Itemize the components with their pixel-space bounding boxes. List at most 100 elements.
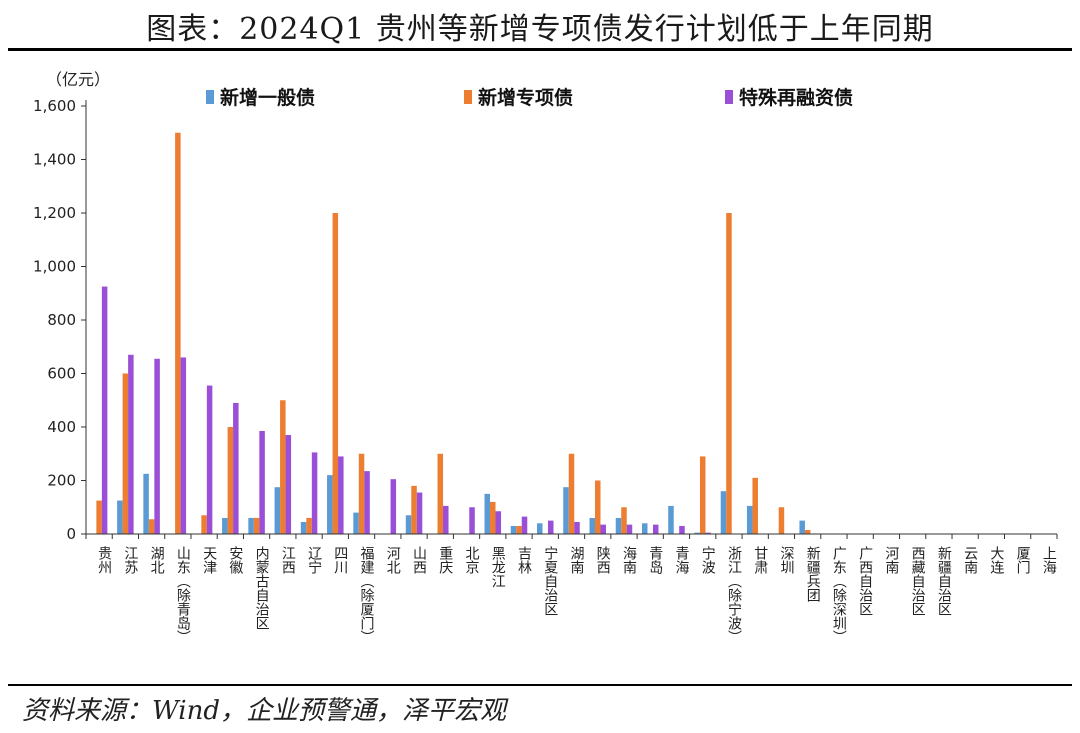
bar-3-2	[128, 354, 134, 534]
legend-swatch	[725, 90, 733, 104]
bar-3-8	[285, 435, 292, 534]
bar-1-13	[405, 515, 412, 534]
bar-2-7	[253, 517, 260, 534]
bar-1-22	[641, 523, 648, 534]
footer-divider	[8, 684, 1072, 686]
bar-3-18	[548, 520, 554, 534]
category-label: 湖北	[149, 546, 165, 575]
category-label: 青岛	[647, 546, 663, 574]
legend-label: 新增专项债	[478, 86, 573, 109]
bar-2-3	[148, 519, 155, 534]
bar-3-5	[206, 385, 213, 534]
bar-1-18	[537, 523, 543, 534]
category-label: 青海	[673, 546, 689, 574]
bar-3-23	[679, 525, 685, 534]
bar-2-8	[280, 400, 286, 534]
category-label: 新疆兵团	[805, 546, 821, 602]
bar-2-28	[804, 529, 811, 534]
category-label: 山东（除青岛）	[175, 546, 191, 644]
category-label: 江苏	[122, 546, 138, 575]
bar-1-23	[668, 505, 674, 534]
bar-chart: 0 200 400 600 800 1,000 1,200 1,400 1,600 贵州 江苏 湖北…	[33, 70, 1058, 644]
category-label: 广东（除深圳）	[831, 546, 847, 644]
bar-2-2	[122, 373, 129, 534]
category-label: 江西	[280, 546, 296, 574]
bar-1-10	[327, 475, 333, 534]
category-label: 广西自治区	[857, 546, 873, 616]
category-label: 云南	[962, 546, 978, 574]
bar-1-3	[143, 473, 149, 534]
category-label: 新疆自治区	[936, 546, 952, 616]
bar-2-9	[306, 517, 312, 534]
legend-swatch	[464, 90, 472, 104]
bar-3-17	[521, 516, 528, 534]
category-label: 贵州	[96, 546, 112, 574]
bar-1-7	[248, 517, 254, 534]
category-label: 重庆	[437, 546, 453, 574]
bar-3-22	[652, 524, 659, 534]
y-axis-ticks: 0 200 400 600 800 1,000 1,200 1,400 1,600	[33, 97, 86, 543]
bar-1-21	[615, 517, 622, 534]
category-label: 海南	[621, 546, 637, 574]
bar-2-16	[490, 501, 496, 534]
bar-1-28	[799, 520, 805, 534]
bar-2-11	[358, 453, 365, 534]
bar-1-8	[274, 487, 281, 534]
bar-2-25	[726, 213, 732, 534]
bar-2-21	[621, 507, 627, 534]
y-tick-label: 0	[66, 525, 76, 543]
category-label: 宁夏自治区	[542, 545, 558, 616]
bar-1-20	[589, 517, 595, 534]
category-label: 北京	[464, 546, 480, 574]
category-label: 辽宁	[306, 546, 322, 574]
category-label: 浙江（除宁波）	[726, 546, 742, 644]
chart-title: 图表：2024Q1 贵州等新增专项债发行计划低于上年同期	[146, 12, 934, 47]
y-tick-label: 1,600	[33, 97, 76, 115]
source-note: 资料来源：Wind，企业预警通，泽平宏观	[22, 696, 506, 726]
bar-2-19	[568, 453, 575, 534]
bar-1-2	[117, 500, 123, 534]
category-label: 河北	[385, 546, 401, 575]
bar-2-6	[227, 427, 234, 534]
bar-3-20	[600, 524, 606, 534]
bar-2-1	[96, 500, 102, 534]
y-tick-label: 1,400	[33, 151, 76, 169]
category-label: 厦门	[1015, 546, 1031, 575]
bar-2-27	[778, 507, 785, 534]
y-axis-unit: （亿元）	[46, 70, 110, 89]
y-tick-label: 1,000	[33, 258, 76, 276]
category-label: 上海	[1041, 546, 1057, 574]
bar-2-4	[175, 132, 181, 534]
category-label: 内蒙古自治区	[254, 546, 270, 630]
legend-label: 特殊再融资债	[739, 86, 853, 109]
bar-2-24	[699, 456, 706, 534]
bar-2-10	[332, 213, 339, 534]
bar-3-3	[154, 358, 160, 534]
bar-3-9	[311, 452, 318, 534]
bar-2-26	[752, 477, 758, 534]
bar-3-24	[705, 532, 711, 534]
category-label: 福建（除厦门）	[359, 546, 375, 644]
category-label: 河南	[883, 546, 899, 574]
bar-3-21	[626, 524, 633, 534]
y-tick-label: 600	[47, 365, 76, 383]
bar-1-9	[300, 521, 307, 534]
category-label: 四川	[332, 546, 348, 574]
axes	[85, 100, 1058, 539]
y-tick-label: 800	[47, 311, 76, 329]
category-label: 黑龙江	[490, 546, 506, 588]
bar-3-14	[443, 505, 449, 534]
category-label: 陕西	[595, 546, 611, 574]
bar-3-11	[364, 471, 370, 534]
bar-3-16	[495, 511, 502, 534]
legend-swatch	[206, 90, 214, 104]
category-label: 湖南	[569, 546, 585, 574]
y-tick-label: 1,200	[33, 204, 76, 222]
y-tick-label: 200	[47, 472, 76, 490]
bar-3-4	[180, 357, 187, 534]
bar-2-17	[516, 525, 522, 534]
bar-3-12	[390, 479, 397, 534]
category-labels: 贵州 江苏 湖北 山东（除青岛） 天津 安徽 内蒙古自治区 江西 辽宁 四川 福建（除厦门） 河北 山西…	[96, 545, 1057, 644]
bar-1-25	[720, 491, 727, 534]
bars	[96, 132, 811, 534]
